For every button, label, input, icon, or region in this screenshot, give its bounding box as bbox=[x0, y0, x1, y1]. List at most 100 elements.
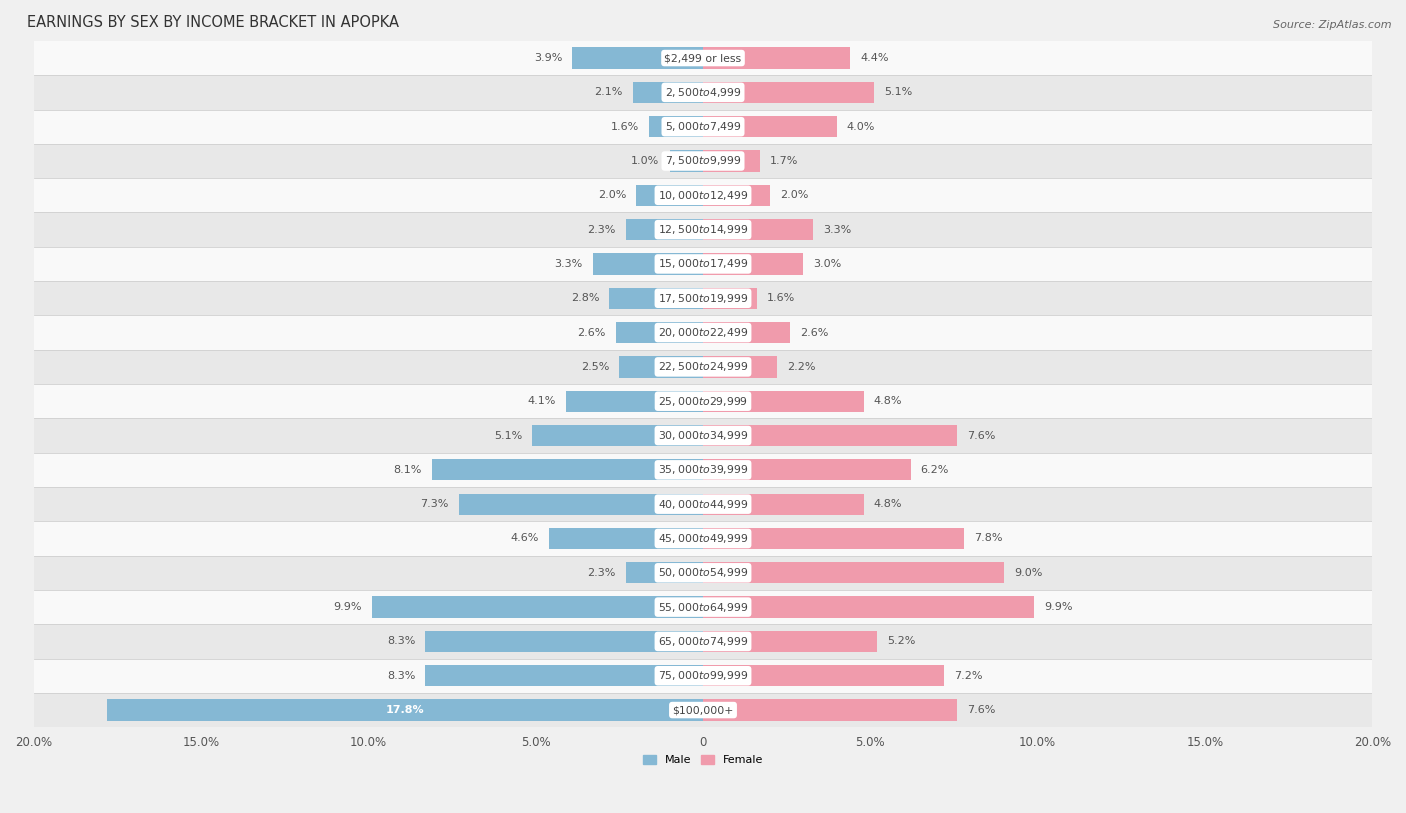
Text: 5.1%: 5.1% bbox=[494, 431, 522, 441]
Text: $45,000 to $49,999: $45,000 to $49,999 bbox=[658, 532, 748, 545]
Text: 4.8%: 4.8% bbox=[873, 396, 903, 406]
Bar bbox=[34, 76, 1372, 110]
Bar bbox=[34, 555, 1372, 590]
Text: 2.2%: 2.2% bbox=[787, 362, 815, 372]
Text: $2,500 to $4,999: $2,500 to $4,999 bbox=[665, 86, 741, 99]
Text: $10,000 to $12,499: $10,000 to $12,499 bbox=[658, 189, 748, 202]
Bar bbox=[34, 315, 1372, 350]
Text: 2.8%: 2.8% bbox=[571, 293, 599, 303]
Bar bbox=[425, 631, 703, 652]
Text: 2.6%: 2.6% bbox=[800, 328, 828, 337]
Bar bbox=[34, 144, 1372, 178]
Text: $65,000 to $74,999: $65,000 to $74,999 bbox=[658, 635, 748, 648]
Bar bbox=[703, 322, 790, 343]
Bar bbox=[533, 425, 703, 446]
Text: 4.0%: 4.0% bbox=[846, 122, 876, 132]
Bar bbox=[626, 219, 703, 241]
Bar bbox=[703, 116, 837, 137]
Text: 7.3%: 7.3% bbox=[420, 499, 449, 509]
Text: 3.9%: 3.9% bbox=[534, 53, 562, 63]
Bar bbox=[703, 631, 877, 652]
Bar bbox=[34, 247, 1372, 281]
Text: $100,000+: $100,000+ bbox=[672, 705, 734, 715]
Bar bbox=[619, 356, 703, 377]
Bar bbox=[703, 288, 756, 309]
Text: 8.1%: 8.1% bbox=[394, 465, 422, 475]
Bar bbox=[458, 493, 703, 515]
Text: 2.0%: 2.0% bbox=[780, 190, 808, 200]
Bar bbox=[371, 597, 703, 618]
Bar bbox=[703, 493, 863, 515]
Bar bbox=[703, 219, 814, 241]
Text: 9.9%: 9.9% bbox=[1045, 602, 1073, 612]
Bar bbox=[34, 419, 1372, 453]
Bar bbox=[626, 562, 703, 584]
Bar bbox=[703, 390, 863, 412]
Text: 7.6%: 7.6% bbox=[967, 431, 995, 441]
Text: 2.5%: 2.5% bbox=[581, 362, 609, 372]
Bar bbox=[703, 47, 851, 68]
Bar bbox=[34, 281, 1372, 315]
Bar bbox=[572, 47, 703, 68]
Bar bbox=[34, 693, 1372, 727]
Text: 1.6%: 1.6% bbox=[612, 122, 640, 132]
Bar bbox=[34, 384, 1372, 419]
Text: 2.3%: 2.3% bbox=[588, 567, 616, 578]
Text: EARNINGS BY SEX BY INCOME BRACKET IN APOPKA: EARNINGS BY SEX BY INCOME BRACKET IN APO… bbox=[27, 15, 399, 30]
Bar bbox=[34, 212, 1372, 247]
Bar bbox=[636, 185, 703, 206]
Text: 4.1%: 4.1% bbox=[527, 396, 555, 406]
Bar bbox=[34, 487, 1372, 521]
Bar bbox=[34, 590, 1372, 624]
Bar bbox=[650, 116, 703, 137]
Bar bbox=[703, 597, 1035, 618]
Bar bbox=[107, 699, 703, 720]
Bar bbox=[703, 425, 957, 446]
Text: 5.2%: 5.2% bbox=[887, 637, 915, 646]
Bar bbox=[432, 459, 703, 480]
Bar bbox=[34, 453, 1372, 487]
Text: $15,000 to $17,499: $15,000 to $17,499 bbox=[658, 258, 748, 271]
Text: $22,500 to $24,999: $22,500 to $24,999 bbox=[658, 360, 748, 373]
Text: $5,000 to $7,499: $5,000 to $7,499 bbox=[665, 120, 741, 133]
Text: 2.6%: 2.6% bbox=[578, 328, 606, 337]
Text: 9.0%: 9.0% bbox=[1014, 567, 1043, 578]
Bar bbox=[565, 390, 703, 412]
Bar bbox=[34, 659, 1372, 693]
Text: $7,500 to $9,999: $7,500 to $9,999 bbox=[665, 154, 741, 167]
Text: $55,000 to $64,999: $55,000 to $64,999 bbox=[658, 601, 748, 614]
Text: 2.3%: 2.3% bbox=[588, 224, 616, 235]
Text: 1.0%: 1.0% bbox=[631, 156, 659, 166]
Text: $75,000 to $99,999: $75,000 to $99,999 bbox=[658, 669, 748, 682]
Text: 8.3%: 8.3% bbox=[387, 637, 415, 646]
Bar bbox=[703, 665, 943, 686]
Text: $12,500 to $14,999: $12,500 to $14,999 bbox=[658, 223, 748, 236]
Bar bbox=[616, 322, 703, 343]
Bar bbox=[633, 82, 703, 103]
Text: Source: ZipAtlas.com: Source: ZipAtlas.com bbox=[1274, 20, 1392, 30]
Bar bbox=[34, 350, 1372, 384]
Text: 5.1%: 5.1% bbox=[884, 87, 912, 98]
Text: $40,000 to $44,999: $40,000 to $44,999 bbox=[658, 498, 748, 511]
Bar bbox=[703, 185, 770, 206]
Text: 7.2%: 7.2% bbox=[955, 671, 983, 680]
Bar bbox=[34, 110, 1372, 144]
Text: 7.6%: 7.6% bbox=[967, 705, 995, 715]
Bar bbox=[703, 356, 776, 377]
Text: $17,500 to $19,999: $17,500 to $19,999 bbox=[658, 292, 748, 305]
Text: 8.3%: 8.3% bbox=[387, 671, 415, 680]
Text: 3.0%: 3.0% bbox=[814, 259, 842, 269]
Text: 4.6%: 4.6% bbox=[510, 533, 538, 543]
Bar bbox=[609, 288, 703, 309]
Text: 4.4%: 4.4% bbox=[860, 53, 889, 63]
Bar bbox=[703, 528, 965, 549]
Bar bbox=[34, 41, 1372, 76]
Bar bbox=[703, 254, 803, 275]
Bar bbox=[34, 521, 1372, 555]
Bar bbox=[703, 82, 873, 103]
Text: 2.1%: 2.1% bbox=[595, 87, 623, 98]
Text: $50,000 to $54,999: $50,000 to $54,999 bbox=[658, 567, 748, 580]
Bar bbox=[592, 254, 703, 275]
Text: 1.6%: 1.6% bbox=[766, 293, 794, 303]
Bar bbox=[34, 178, 1372, 212]
